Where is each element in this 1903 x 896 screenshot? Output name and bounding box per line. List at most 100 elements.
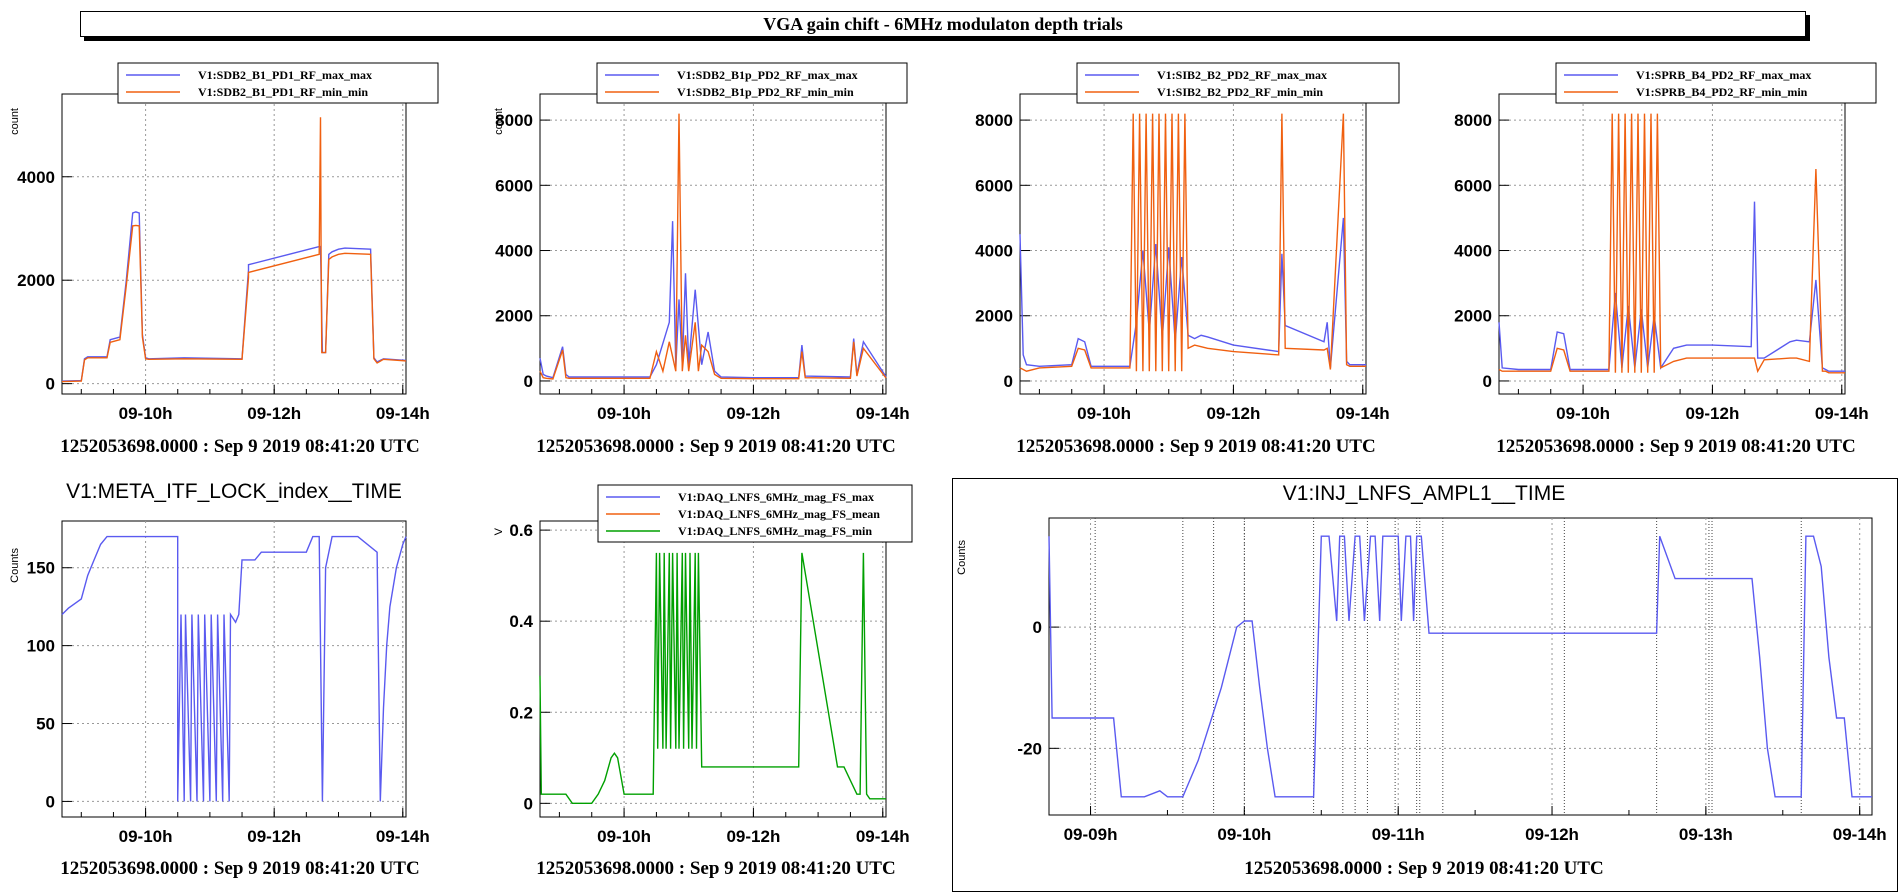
x-tick-label: 09-12h: [726, 404, 780, 423]
y-tick-label: 4000: [495, 242, 533, 261]
y-tick-label: 50: [36, 715, 55, 734]
y-tick-label: -20: [1017, 739, 1042, 758]
y-tick-label: 0: [524, 794, 533, 813]
y-tick-label: 2000: [1454, 307, 1492, 326]
x-tick-label: 09-09h: [1064, 825, 1118, 844]
series-line: [1048, 535, 1872, 798]
page-title: VGA gain chift - 6MHz modulaton depth tr…: [80, 11, 1806, 37]
y-tick-label: 4000: [17, 168, 55, 187]
x-tick-label: 09-14h: [856, 404, 910, 423]
chart-p4: 09-10h 09-12h 09-14h 0 2000 4000 6000 8000 V1:SP…: [1454, 62, 1877, 457]
legend-entry: V1:DAQ_LNFS_6MHz_mag_FS_mean: [678, 507, 880, 521]
chart-timestamp-footer: 1252053698.0000 : Sep 9 2019 08:41:20 UT…: [536, 858, 895, 879]
y-tick-label: 8000: [1454, 111, 1492, 130]
y-tick-label: 0: [46, 792, 55, 811]
chart-p3: 09-10h 09-12h 09-14h 0 2000 4000 6000 8000 V1:SI…: [975, 62, 1400, 457]
legend-entry: V1:SDB2_B1p_PD2_RF_max_max: [677, 68, 858, 82]
legend-entry: V1:SIB2_B2_PD2_RF_min_min: [1157, 85, 1323, 99]
series-line: [61, 117, 407, 383]
legend-entry: V1:SPRB_B4_PD2_RF_min_min: [1636, 85, 1808, 99]
x-tick-label: 09-14h: [856, 827, 910, 846]
y-tick-label: 0.6: [509, 521, 533, 540]
y-tick-label: 2000: [975, 307, 1013, 326]
chart-timestamp-footer: 1252053698.0000 : Sep 9 2019 08:41:20 UT…: [1016, 436, 1375, 457]
chart-p5: 09-10h 09-12h 09-14h 0 50 100 150 Counts V1:META…: [9, 480, 430, 879]
plot-frame: [1048, 517, 1873, 816]
x-tick-label: 09-12h: [1206, 404, 1260, 423]
x-tick-label: 09-12h: [247, 827, 301, 846]
x-tick-label: 09-11h: [1372, 825, 1425, 844]
x-tick-label: 09-14h: [1336, 404, 1390, 423]
x-tick-label: 09-10h: [597, 827, 651, 846]
plot-frame: [539, 520, 887, 818]
y-tick-label: 0.2: [509, 703, 533, 722]
x-tick-label: 09-12h: [1685, 404, 1739, 423]
x-tick-label: 09-14h: [1833, 825, 1887, 844]
y-tick-label: 6000: [495, 176, 533, 195]
series-line: [1498, 113, 1845, 374]
y-tick-label: 2000: [17, 271, 55, 290]
x-tick-label: 09-12h: [1525, 825, 1579, 844]
y-tick-label: 2000: [495, 307, 533, 326]
x-tick-label: 09-14h: [1815, 404, 1869, 423]
plot-frame: [61, 520, 407, 818]
injection-panel-frame: [952, 478, 1898, 892]
legend-entry: V1:SDB2_B1_PD1_RF_min_min: [198, 85, 368, 99]
y-tick-label: 0: [1033, 618, 1042, 637]
chart-timestamp-footer: 1252053698.0000 : Sep 9 2019 08:41:20 UT…: [1496, 436, 1855, 457]
series-line: [539, 552, 886, 804]
x-tick-label: 09-10h: [1217, 825, 1271, 844]
chart-title: V1:META_ITF_LOCK_index__TIME: [66, 480, 402, 503]
legend-entry: V1:DAQ_LNFS_6MHz_mag_FS_min: [678, 524, 872, 538]
chart-title: V1:INJ_LNFS_AMPL1__TIME: [1283, 482, 1565, 505]
series-line: [61, 535, 407, 802]
y-tick-label: 6000: [1454, 176, 1492, 195]
x-tick-label: 09-10h: [1077, 404, 1131, 423]
y-axis-label: Counts: [956, 540, 968, 575]
x-tick-label: 09-10h: [1556, 404, 1610, 423]
y-axis-label: Counts: [9, 548, 21, 583]
chart-timestamp-footer: 1252053698.0000 : Sep 9 2019 08:41:20 UT…: [60, 436, 419, 457]
series-line: [539, 113, 887, 380]
legend-entry: V1:DAQ_LNFS_6MHz_mag_FS_max: [678, 490, 874, 504]
y-tick-label: 4000: [975, 242, 1013, 261]
legend-box: [1076, 62, 1400, 104]
y-tick-label: 150: [27, 559, 55, 578]
plot-frame: [1498, 93, 1846, 395]
x-tick-label: 09-14h: [376, 827, 430, 846]
y-tick-label: 0: [1483, 372, 1492, 391]
y-tick-label: 8000: [975, 111, 1013, 130]
chart-p6: 09-10h 09-12h 09-14h 0 0.2 0.4 0.6 V V1:DAQ_LNFS…: [493, 484, 913, 879]
y-tick-label: 6000: [975, 176, 1013, 195]
y-tick-label: 100: [27, 637, 55, 656]
plot-frame: [539, 93, 887, 395]
x-tick-label: 09-10h: [597, 404, 651, 423]
chart-timestamp-footer: 1252053698.0000 : Sep 9 2019 08:41:20 UT…: [60, 858, 419, 879]
legend-entry: V1:SIB2_B2_PD2_RF_max_max: [1157, 68, 1327, 82]
y-axis-label: count: [493, 108, 505, 135]
legend-box: [596, 62, 908, 104]
x-tick-label: 09-10h: [119, 404, 173, 423]
y-tick-label: 4000: [1454, 242, 1492, 261]
y-axis-label: V: [493, 527, 505, 535]
chart-timestamp-footer: 1252053698.0000 : Sep 9 2019 08:41:20 UT…: [536, 436, 895, 457]
legend-box: [1555, 62, 1877, 104]
legend-entry: V1:SDB2_B1p_PD2_RF_min_min: [677, 85, 854, 99]
y-tick-label: 0.4: [509, 612, 533, 631]
plot-frame: [1019, 93, 1367, 395]
x-tick-label: 09-10h: [119, 827, 173, 846]
legend-entry: V1:SDB2_B1_PD1_RF_max_max: [198, 68, 372, 82]
legend-entry: V1:SPRB_B4_PD2_RF_max_max: [1636, 68, 1811, 82]
x-tick-label: 09-12h: [247, 404, 301, 423]
y-tick-label: 0: [1004, 372, 1013, 391]
x-tick-label: 09-12h: [726, 827, 780, 846]
y-tick-label: 0: [524, 372, 533, 391]
chart-p1: 09-10h 09-12h 09-14h 0 2000 4000 count V1:SDB2_…: [9, 62, 439, 457]
chart-p7: 09-09h 09-10h 09-11h 09-12h 09-13h 09-14h -20 0…: [956, 482, 1887, 879]
legend-box: [117, 62, 439, 104]
series-line: [1019, 217, 1366, 368]
chart-timestamp-footer: 1252053698.0000 : Sep 9 2019 08:41:20 UT…: [1244, 858, 1603, 879]
y-tick-label: 8000: [495, 111, 533, 130]
plot-frame: [61, 93, 407, 395]
